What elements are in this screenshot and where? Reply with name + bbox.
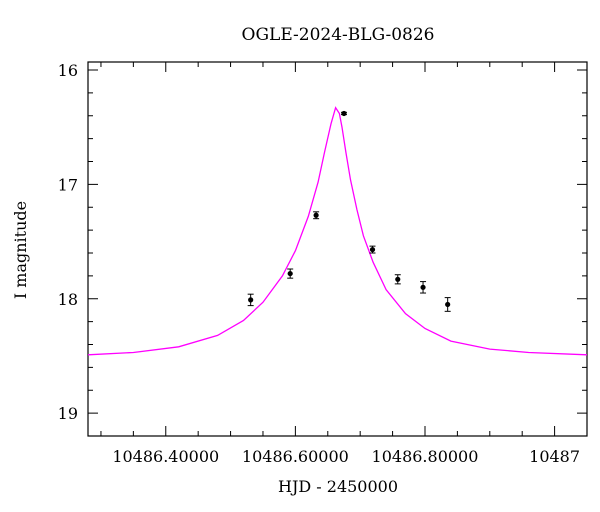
y-tick-label: 16 [58,61,78,80]
model-curve [87,106,588,356]
y-axis-label: I magnitude [11,201,30,299]
axis-ticks [88,62,588,437]
x-tick-label: 10486.40000 [112,447,219,466]
data-point [420,284,426,290]
chart-title: OGLE-2024-BLG-0826 [242,25,435,45]
y-tick-labels: 16 17 18 19 [58,61,78,423]
x-tick-labels: 10486.40000 10486.60000 10486.80000 10487 [112,447,580,466]
x-tick-label: 10486.80000 [372,447,479,466]
plot-frame [87,61,588,437]
x-axis-label: HJD - 2450000 [278,477,398,496]
y-tick-label: 18 [58,290,78,309]
x-tick-label: 10487 [529,447,580,466]
x-tick-label: 10486.60000 [242,447,349,466]
data-point [341,110,347,117]
data-points [247,110,451,312]
data-point [248,297,254,303]
model-curve-line [87,106,588,356]
data-point [445,301,451,308]
y-tick-label: 17 [58,175,78,194]
data-point [395,276,401,282]
data-point [369,246,376,253]
data-point [287,270,293,277]
data-point [313,212,319,218]
y-tick-label: 19 [58,404,78,423]
